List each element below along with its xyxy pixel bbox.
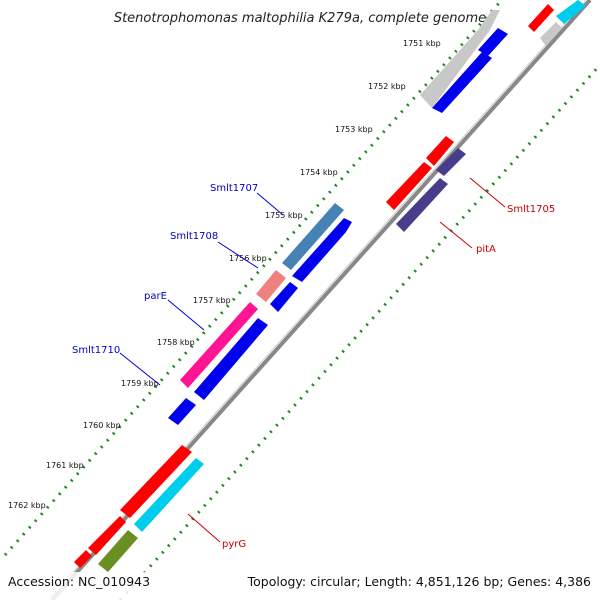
tick-label: 1760 kbp: [83, 421, 121, 430]
tick-label: 1761 kbp: [46, 461, 84, 470]
feature-smlt1708: [256, 270, 286, 302]
feature-red-1754: [386, 162, 432, 210]
feature-smlt1707: [282, 203, 344, 270]
tick-label: 1755 kbp: [265, 211, 303, 220]
feature-red-1762a: [88, 516, 126, 555]
feature-red-1753: [426, 136, 454, 166]
inner-dotted-track: [3, 0, 502, 557]
feature-blue-1755: [292, 218, 352, 282]
feature-grey-topright: [540, 22, 562, 46]
outer-dotted-track: [118, 63, 600, 600]
topology-text: Topology: circular; Length: 4,851,126 bp…: [247, 574, 591, 589]
feature-cyan-topright: [556, 0, 586, 24]
gene-label-pitA: pitA: [476, 244, 496, 255]
accession-text: Accession: NC_010943: [8, 574, 150, 589]
feature-blue-top: [432, 52, 492, 113]
map-title: Stenotrophomonas maltophilia K279a, comp…: [114, 11, 486, 26]
tick-label: 1751 kbp: [403, 39, 441, 48]
feature-cyan-pyrG: [134, 458, 204, 532]
reverse-strand-features: [74, 10, 508, 568]
gene-label-smlt1710: Smlt1710: [72, 345, 120, 356]
footer-background: [0, 572, 600, 600]
feature-blue-1758: [194, 318, 268, 400]
gene-label-parE: parE: [144, 291, 167, 302]
feature-blue-top2: [478, 28, 508, 56]
gene-labels: Smlt1707 Smlt1708 parE Smlt1710 Smlt1705…: [72, 183, 555, 550]
tick-label: 1752 kbp: [368, 82, 406, 91]
forward-strand-features: [98, 0, 586, 572]
feature-red-1761: [120, 445, 192, 518]
tick-label: 1756 kbp: [229, 254, 267, 263]
tick-label: 1758 kbp: [157, 338, 195, 347]
feature-smlt1705: [436, 148, 466, 176]
gene-label-smlt1708: Smlt1708: [170, 231, 218, 242]
tick-label: 1753 kbp: [335, 125, 373, 134]
gene-label-pyrG: pyrG: [222, 539, 246, 550]
feature-red-topright: [528, 4, 554, 32]
feature-red-1762b: [74, 550, 92, 568]
feature-grey-top: [420, 10, 500, 108]
feature-parE: [180, 302, 258, 388]
feature-smlt1710: [168, 398, 196, 425]
tick-label: 1762 kbp: [8, 501, 46, 510]
tick-labels: 1751 kbp 1752 kbp 1753 kbp 1754 kbp 1755…: [8, 39, 441, 510]
gene-label-smlt1707: Smlt1707: [210, 183, 258, 194]
tick-label: 1754 kbp: [300, 168, 338, 177]
feature-pitA: [396, 178, 448, 232]
feature-olive: [98, 530, 138, 572]
tick-label: 1757 kbp: [193, 296, 231, 305]
tick-label: 1759 kbp: [121, 379, 159, 388]
gene-label-smlt1705: Smlt1705: [507, 204, 555, 215]
label-leader-lines: [119, 177, 506, 543]
feature-blue-1756: [270, 282, 298, 312]
